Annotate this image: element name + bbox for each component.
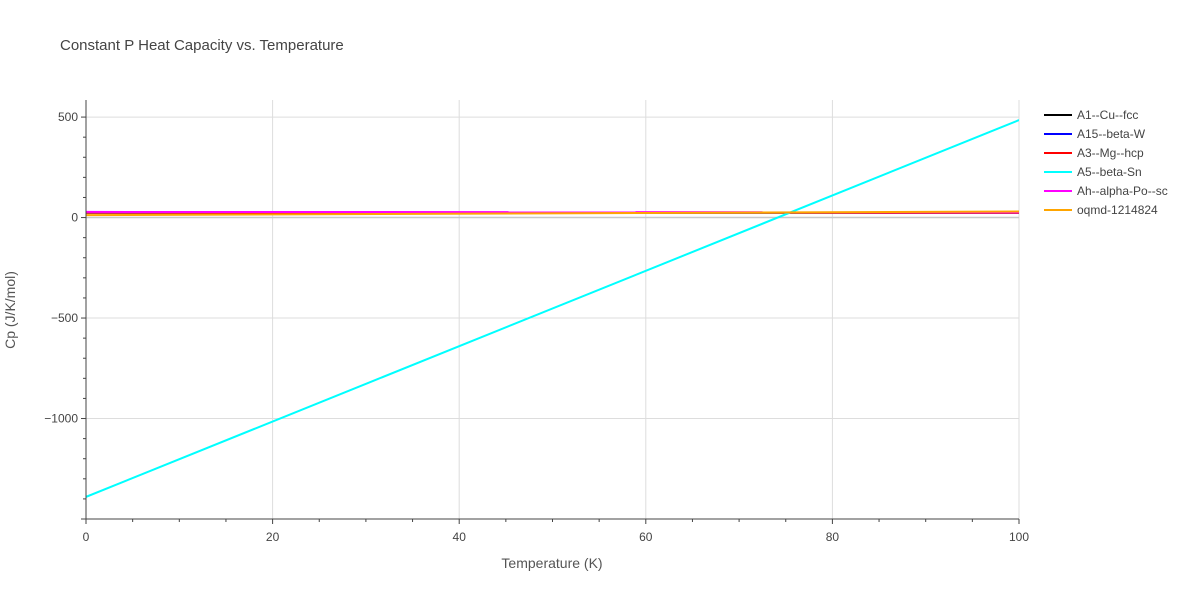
legend-label: A5--beta-Sn	[1077, 165, 1142, 179]
x-tick-label: 100	[1009, 530, 1029, 544]
legend-label: A15--beta-W	[1077, 127, 1146, 141]
legend-label: A3--Mg--hcp	[1077, 146, 1144, 160]
y-axis-title: Cp (J/K/mol)	[2, 271, 18, 349]
y-tick-label: 0	[71, 211, 78, 225]
x-axis-title: Temperature (K)	[501, 555, 602, 571]
series-line-a5-beta-sn	[86, 119, 1019, 498]
chart-title: Constant P Heat Capacity vs. Temperature	[60, 37, 344, 54]
tick-labels: 0 20 40 60 80 100 −1000 −500 0 500	[44, 110, 1029, 544]
series-lines	[86, 119, 1019, 498]
x-tick-label: 20	[266, 530, 280, 544]
x-tick-label: 40	[453, 530, 467, 544]
axes	[81, 100, 1020, 524]
grid	[86, 100, 1020, 519]
legend-item-a15-beta-w[interactable]: A15--beta-W	[1044, 127, 1146, 141]
y-tick-label: 500	[58, 110, 78, 124]
x-tick-label: 80	[826, 530, 840, 544]
legend-label: oqmd-1214824	[1077, 203, 1158, 217]
x-tick-label: 0	[83, 530, 90, 544]
legend-item-oqmd-1214824[interactable]: oqmd-1214824	[1044, 203, 1158, 217]
y-tick-label: −500	[51, 311, 78, 325]
series-line-oqmd-1214824	[86, 210, 1019, 217]
legend[interactable]: A1--Cu--fcc A15--beta-W A3--Mg--hcp A5--bet…	[1044, 108, 1168, 217]
legend-label: Ah--alpha-Po--sc	[1077, 184, 1168, 198]
x-tick-label: 60	[639, 530, 653, 544]
legend-item-a1-cu-fcc[interactable]: A1--Cu--fcc	[1044, 108, 1138, 122]
legend-item-a3-mg-hcp[interactable]: A3--Mg--hcp	[1044, 146, 1144, 160]
y-tick-label: −1000	[44, 412, 78, 426]
legend-item-a5-beta-sn[interactable]: A5--beta-Sn	[1044, 165, 1142, 179]
legend-item-ah-alpha-po-sc[interactable]: Ah--alpha-Po--sc	[1044, 184, 1168, 198]
legend-label: A1--Cu--fcc	[1077, 108, 1138, 122]
